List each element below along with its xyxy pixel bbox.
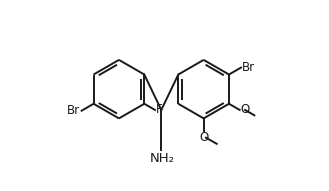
Text: Br: Br xyxy=(242,61,255,74)
Text: O: O xyxy=(240,104,250,117)
Text: NH₂: NH₂ xyxy=(150,152,175,165)
Text: F: F xyxy=(156,104,162,117)
Text: O: O xyxy=(199,131,208,144)
Text: Br: Br xyxy=(67,104,80,117)
